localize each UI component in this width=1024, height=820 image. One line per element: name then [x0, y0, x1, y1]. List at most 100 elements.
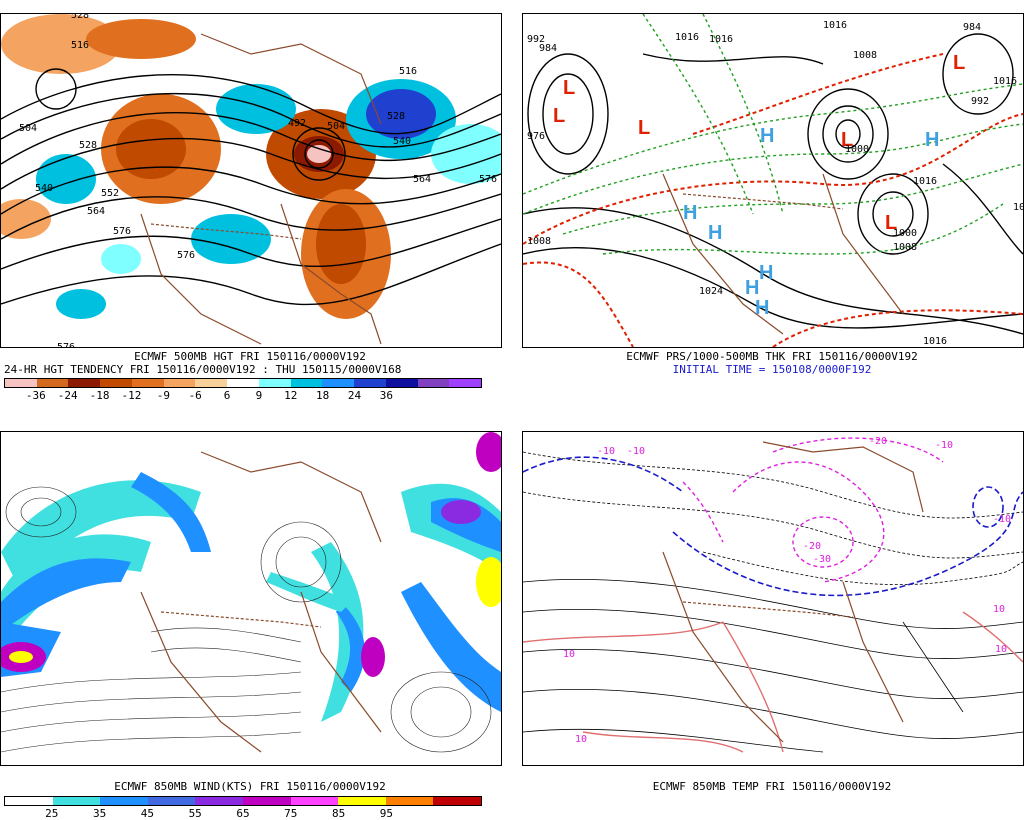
isotherm-labels: -10 -10 -20 -30 -10 -10 -20 10 10 10 10	[563, 436, 1011, 745]
isotherms-salmon	[523, 611, 1023, 753]
colorbar-tick: 35	[92, 807, 107, 820]
streamlines	[1, 486, 492, 753]
contour-label: 1008	[1013, 346, 1023, 347]
colorbar-swatch	[258, 379, 291, 387]
colorbar-tick: 25	[45, 807, 59, 820]
contour-label: 576	[177, 250, 195, 261]
contour-label: 1000	[893, 228, 917, 239]
wind-caption-main-visible: ECMWF 850MB WIND(KTS) FRI 150116/0000V19…	[114, 780, 386, 793]
contour-label: 528	[79, 140, 97, 151]
contour-label: -10	[627, 446, 645, 457]
colorbar-swatch	[290, 379, 323, 387]
low-center: L	[841, 129, 853, 151]
contour-label: 10	[563, 649, 575, 660]
contour-label: 1016	[993, 76, 1017, 87]
colorbar-swatch	[163, 379, 196, 387]
contour-label: 10	[575, 734, 587, 745]
coastlines	[140, 33, 382, 345]
isobars	[523, 33, 1023, 335]
contour-label: 1000	[845, 144, 869, 155]
high-center: H	[683, 202, 697, 224]
colorbar-swatch	[131, 379, 164, 387]
colorbar-swatch	[5, 379, 37, 387]
colorbar-swatch	[417, 379, 450, 387]
colorbar-tick: 75	[284, 807, 298, 820]
low-center: L	[563, 77, 575, 99]
contour-label: 1008	[893, 242, 917, 253]
hgt-caption-sub: 24-HR HGT TENDENCY FRI 150116/0000V192 :…	[4, 363, 402, 376]
wind-colorbar-ticks: 25 35 45 55 65 75 85 95	[4, 807, 480, 820]
contour-label: 516	[71, 40, 89, 51]
contour-label: 528	[387, 111, 405, 122]
contour-label: -30	[813, 554, 831, 565]
contour-label: 504	[327, 121, 345, 132]
contour-label: 576	[57, 342, 75, 347]
colorbar-swatch	[147, 797, 196, 805]
high-center: H	[745, 277, 759, 299]
hgt-colorbar-ticks: -36 -24 -18 -12 -9 -6 6 9 12 18 24 36	[4, 389, 480, 402]
contour-label: 1016	[923, 336, 947, 347]
colorbar-swatch	[354, 379, 386, 387]
colorbar-swatch	[68, 379, 101, 387]
contour-label: 564	[413, 174, 431, 185]
isobar-labels: 9929849761008101610161008100099210161024…	[527, 20, 1023, 347]
colorbar-swatch	[5, 797, 53, 805]
panel-850mb-wind: ECMWF 850MB WIND(KTS) FRI 150116/0000V19…	[0, 431, 502, 766]
colorbar-swatch	[36, 379, 69, 387]
contour-label: 984	[539, 43, 557, 54]
colorbar-swatch	[385, 379, 418, 387]
colorbar-tick: 12	[284, 389, 298, 402]
prs-caption-sub: INITIAL TIME = 150108/0000F192	[672, 363, 872, 376]
low-center: L	[638, 117, 650, 139]
contour-label: 564	[87, 206, 105, 217]
colorbar-swatch	[100, 379, 132, 387]
pressure-centers: L L L L L L H H H H H H H	[553, 52, 965, 319]
contour-label: -10	[935, 440, 953, 451]
low-center: L	[953, 52, 965, 74]
colorbar-swatch	[195, 379, 228, 387]
contour-label: 1016	[709, 34, 733, 45]
contour-label: 540	[35, 183, 53, 194]
colorbar-tick: -36	[25, 389, 46, 402]
temp-caption-main-visible: ECMWF 850MB TEMP FRI 150116/0000V192	[652, 780, 892, 793]
contour-label: 10	[993, 604, 1005, 615]
wind-speed-fill	[1, 432, 501, 722]
contour-label: 540	[393, 136, 411, 147]
wind-colorbar	[4, 796, 482, 806]
contour-label: 528	[71, 14, 89, 21]
colorbar-tick: -6	[188, 389, 202, 402]
colorbar-swatch	[449, 379, 482, 387]
high-center: H	[925, 129, 939, 151]
colorbar-tick: 85	[331, 807, 346, 820]
colorbar-tick: 24	[347, 389, 362, 402]
contour-label: 1008	[527, 236, 551, 247]
contour-label: -10	[993, 514, 1011, 525]
contour-label: 1016	[913, 176, 937, 187]
contour-label: 576	[479, 174, 497, 185]
colorbar-tick: -9	[156, 389, 170, 402]
height-contours	[1, 68, 501, 306]
colorbar-tick: -12	[121, 389, 142, 402]
contour-label: 504	[19, 123, 37, 134]
colorbar-tick: 9	[255, 389, 263, 402]
contour-label: 516	[399, 66, 417, 77]
contour-label: 976	[527, 131, 545, 142]
colorbar-swatch	[433, 797, 481, 805]
contour-label: 10	[995, 644, 1007, 655]
contour-label: 1016	[675, 32, 699, 43]
coastlines	[140, 451, 382, 753]
panel-pressure-thickness: L L L L L L H H H H H H H 992 984 976 1008 1…	[522, 13, 1024, 348]
pressure-thickness-map: L L L L L L H H H H H H H 99298497610081…	[523, 14, 1023, 347]
coastlines	[662, 173, 904, 335]
high-center: H	[760, 125, 774, 147]
height-contour-labels: 528 516 504 528 540 552 564 576 576 492 504 528 540 5…	[19, 14, 497, 347]
tendency-fill	[1, 14, 501, 319]
colorbar-swatch	[242, 797, 291, 805]
contour-label: 1016	[823, 20, 847, 31]
colorbar-tick: 6	[223, 389, 231, 402]
colorbar-tick: 45	[140, 807, 155, 820]
contour-label: 576	[113, 226, 131, 237]
colorbar-tick: 55	[188, 807, 202, 820]
contour-label: 552	[101, 188, 119, 199]
